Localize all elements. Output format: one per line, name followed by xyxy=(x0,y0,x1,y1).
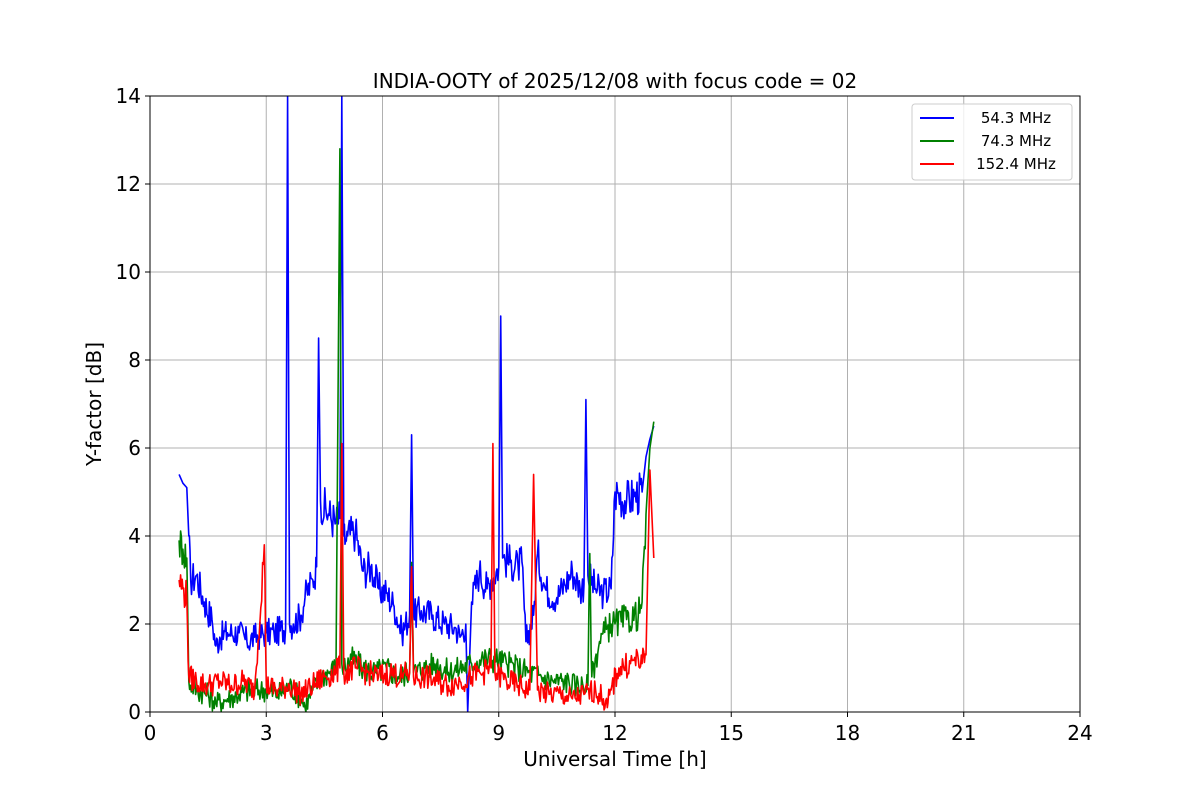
y-tick-label: 2 xyxy=(128,612,141,636)
legend-label: 54.3 MHz xyxy=(981,109,1051,127)
x-tick-label: 12 xyxy=(602,721,627,745)
x-axis-ticks: 0 3 6 9 12 15 18 21 24 xyxy=(144,712,1093,745)
x-tick-label: 9 xyxy=(492,721,505,745)
series-layer xyxy=(178,96,655,712)
y-tick-label: 14 xyxy=(116,84,141,108)
x-tick-label: 24 xyxy=(1067,721,1092,745)
y-tick-label: 6 xyxy=(128,436,141,460)
series-line-54-3-mhz xyxy=(178,96,655,712)
y-tick-label: 12 xyxy=(116,172,141,196)
x-tick-label: 6 xyxy=(376,721,389,745)
legend-box xyxy=(911,103,1073,181)
y-tick-label: 0 xyxy=(128,700,141,724)
y-tick-label: 10 xyxy=(116,260,141,284)
y-tick-label: 4 xyxy=(128,524,141,548)
series-line-152-4-mhz xyxy=(178,442,655,711)
x-tick-label: 3 xyxy=(260,721,273,745)
chart-title: INDIA-OOTY of 2025/12/08 with focus code… xyxy=(373,69,857,93)
y-tick-label: 8 xyxy=(128,348,141,372)
legend-label: 74.3 MHz xyxy=(981,132,1051,150)
x-tick-label: 0 xyxy=(144,721,157,745)
y-axis-label: Y-factor [dB] xyxy=(82,342,106,467)
x-tick-label: 15 xyxy=(719,721,744,745)
x-tick-label: 21 xyxy=(951,721,976,745)
y-axis-ticks: 0 2 4 6 8 10 12 14 xyxy=(116,84,150,724)
legend: 54.3 MHz 74.3 MHz 152.4 MHz xyxy=(911,103,1073,181)
legend-label: 152.4 MHz xyxy=(976,155,1056,173)
series-line-74-3-mhz xyxy=(178,148,655,712)
x-axis-label: Universal Time [h] xyxy=(523,747,706,771)
x-tick-label: 18 xyxy=(835,721,860,745)
